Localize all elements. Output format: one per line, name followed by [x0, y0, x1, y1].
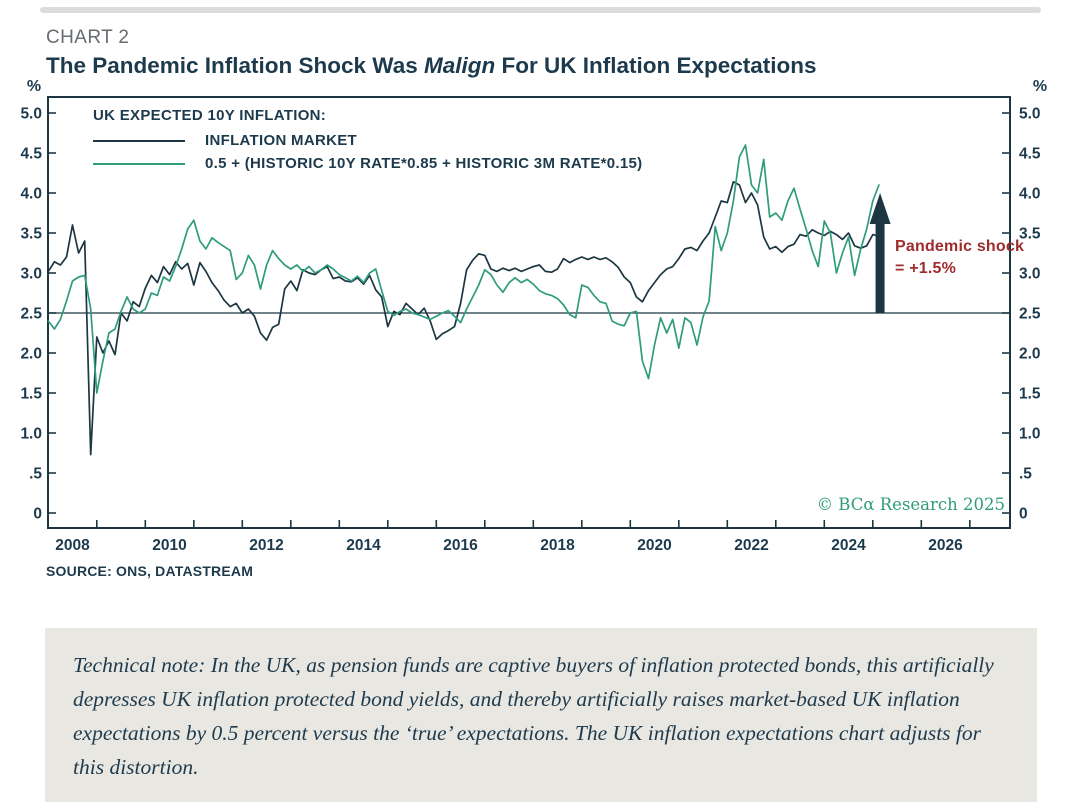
y-tick-label-left: 1.0 — [20, 426, 42, 443]
y-tick-label-right: 4.0 — [1019, 186, 1041, 203]
annotation-line-1: Pandemic shock — [895, 238, 1025, 255]
inflation-chart: % % 0 0 .5 .5 1.0 1.0 1.5 1.5 2.0 2.0 2.5 2.5 3.0 3.0… — [20, 78, 1047, 554]
y-tick-label-left: 4.0 — [20, 186, 42, 203]
x-tick-label: 2026 — [928, 537, 963, 554]
y-tick-label-right: 4.5 — [1019, 146, 1041, 163]
x-tick-label: 2014 — [346, 537, 381, 554]
y-tick-label-right: 1.5 — [1019, 386, 1041, 403]
page-title: The Pandemic Inflation Shock Was Malign … — [46, 53, 817, 79]
x-tick-label: 2018 — [540, 537, 575, 554]
legend-item-historic-rate: 0.5 + (HISTORIC 10Y RATE*0.85 + HISTORIC… — [93, 152, 642, 175]
y-tick-label-right: 0 — [1019, 506, 1028, 523]
y-tick-label-left: 4.5 — [20, 146, 42, 163]
y-axis-unit-right: % — [1033, 78, 1047, 95]
chart-legend: UK EXPECTED 10Y INFLATION: INFLATION MAR… — [93, 107, 642, 175]
y-tick-label-left: 1.5 — [20, 386, 42, 403]
chart-kicker: CHART 2 — [46, 27, 130, 48]
y-tick-label-right: 3.5 — [1019, 226, 1041, 243]
legend-label: INFLATION MARKET — [205, 132, 358, 149]
technical-note-box: Technical note: In the UK, as pension fu… — [45, 628, 1037, 802]
title-prefix: The Pandemic Inflation Shock Was — [46, 53, 424, 78]
y-tick-label-left: .5 — [29, 466, 42, 483]
x-tick-label: 2008 — [55, 537, 90, 554]
y-tick-label-left: 2.0 — [20, 346, 42, 363]
x-tick-label: 2022 — [734, 537, 768, 554]
x-tick-label: 2016 — [443, 537, 478, 554]
legend-label: 0.5 + (HISTORIC 10Y RATE*0.85 + HISTORIC… — [205, 155, 643, 172]
y-tick-label-left: 3.5 — [20, 226, 42, 243]
inflation-market-line-swatch — [93, 139, 185, 142]
historic-rate-line-swatch — [93, 162, 185, 165]
title-suffix: For UK Inflation Expectations — [495, 53, 817, 78]
title-emphasis: Malign — [424, 53, 496, 78]
y-axis-unit-left: % — [27, 78, 41, 95]
top-divider — [40, 7, 1041, 13]
legend-heading: UK EXPECTED 10Y INFLATION: — [93, 107, 327, 124]
copyright-notice: © BCα Research 2025 — [816, 495, 1005, 514]
source-line: SOURCE: ONS, DATASTREAM — [46, 563, 254, 579]
x-tick-label: 2020 — [637, 537, 671, 554]
series-line-1 — [47, 144, 880, 394]
series-line-0 — [47, 180, 880, 456]
x-tick-label: 2012 — [249, 537, 283, 554]
y-tick-label-right: 5.0 — [1019, 106, 1041, 123]
y-tick-label-right: .5 — [1019, 466, 1032, 483]
pandemic-shock-annotation: Pandemic shock = +1.5% — [895, 236, 1024, 280]
y-tick-label-left: 5.0 — [20, 106, 42, 123]
y-tick-label-right: 3.0 — [1019, 266, 1041, 283]
pandemic-shock-arrow-head — [869, 193, 891, 224]
x-tick-label: 2010 — [152, 537, 186, 554]
legend-item-inflation-market: INFLATION MARKET — [93, 129, 642, 152]
y-tick-label-right: 1.0 — [1019, 426, 1041, 443]
plot-area: 0 0 .5 .5 1.0 1.0 1.5 1.5 2.0 2.0 2.5 2.5 3.0 3.0 3.5 3… — [20, 96, 1041, 554]
y-tick-label-right: 2.0 — [1019, 346, 1041, 363]
y-tick-label-right: 2.5 — [1019, 306, 1041, 323]
y-tick-label-left: 3.0 — [20, 266, 42, 283]
x-tick-label: 2024 — [831, 537, 866, 554]
y-tick-label-left: 2.5 — [20, 306, 42, 323]
annotation-line-2: = +1.5% — [895, 260, 957, 277]
y-tick-label-left: 0 — [33, 506, 42, 523]
technical-note-text: Technical note: In the UK, as pension fu… — [73, 653, 994, 779]
